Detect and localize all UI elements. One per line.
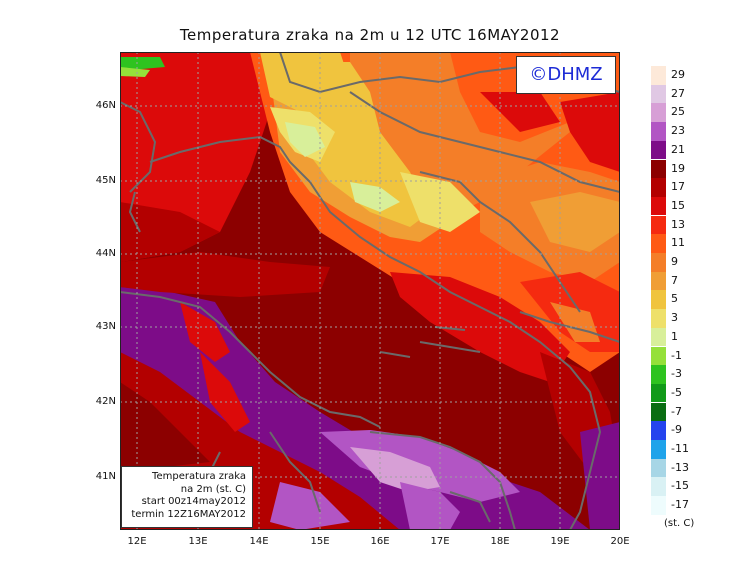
info-line: termin 12Z16MAY2012 [131, 508, 246, 520]
legend-label: 15 [671, 198, 685, 212]
legend-swatch [651, 421, 666, 440]
legend-swatch [651, 346, 666, 365]
legend-label: -17 [671, 498, 689, 512]
info-line: Temperatura zraka [152, 471, 246, 482]
legend-label: 17 [671, 180, 685, 194]
legend-label: -7 [671, 404, 682, 418]
legend-swatch [651, 440, 666, 459]
legend-swatch [651, 271, 666, 291]
legend-label: -11 [671, 442, 689, 455]
lon-label: 16E [370, 536, 390, 547]
lat-label: 42N [95, 396, 116, 407]
lat-label: 41N [95, 471, 116, 482]
legend-swatch [651, 327, 666, 347]
temperature-map [120, 52, 620, 530]
lon-label: 17E [430, 536, 450, 547]
legend-label: 21 [671, 142, 685, 156]
legend-swatch [651, 383, 666, 403]
legend-label: 5 [671, 292, 678, 306]
legend-label: -13 [671, 460, 689, 474]
lon-label: 15E [310, 536, 330, 547]
legend-swatch [651, 253, 666, 272]
legend-label: 25 [671, 105, 685, 119]
legend-swatch [651, 122, 666, 141]
lon-label: 18E [490, 536, 510, 547]
legend-swatch [651, 140, 666, 160]
lon-label: 20E [610, 536, 630, 547]
legend-label: -3 [671, 367, 682, 381]
legend-label: 19 [671, 161, 685, 175]
map-title: Temperatura zraka na 2m u 12 UTC 16MAY20… [179, 26, 561, 44]
legend-label: 29 [671, 68, 685, 81]
lat-label: 44N [95, 248, 116, 259]
legend-swatch [651, 309, 666, 328]
legend-label: 9 [671, 255, 678, 268]
legend-label: -9 [671, 423, 682, 437]
lon-label: 19E [550, 536, 570, 547]
lat-label: 45N [95, 175, 116, 186]
legend-unit: (st. C) [664, 518, 695, 529]
legend-label: 7 [671, 273, 678, 287]
legend-swatch [651, 84, 666, 104]
legend-label: 1 [671, 329, 678, 343]
legend-label: 11 [671, 236, 685, 250]
legend-swatch [651, 496, 666, 515]
legend-swatch [651, 66, 666, 85]
legend-swatch [651, 458, 666, 478]
legend-label: 3 [671, 311, 678, 325]
info-line: na 2m (st. C) [180, 483, 246, 495]
legend-swatch [651, 365, 666, 384]
legend-swatch [651, 290, 666, 309]
legend-label: -15 [671, 479, 689, 493]
graticule [120, 52, 620, 530]
legend-label: -1 [671, 348, 682, 362]
legend-swatch [651, 178, 666, 197]
legend-label: 13 [671, 217, 685, 231]
legend-swatch [651, 234, 666, 253]
legend-swatch [651, 402, 666, 422]
legend-swatch [651, 196, 666, 216]
lat-label: 46N [95, 100, 116, 111]
info-box: Temperatura zraka na 2m (st. C) start 00… [121, 466, 253, 528]
legend-label: -5 [671, 385, 682, 399]
lon-label: 14E [249, 536, 269, 547]
lon-label: 13E [188, 536, 208, 547]
lon-label: 12E [127, 536, 147, 547]
lat-label: 43N [95, 321, 116, 332]
info-line: start 00z14may2012 [141, 496, 246, 507]
legend-label: 23 [671, 124, 685, 138]
legend-swatch [651, 159, 666, 178]
legend-swatch [651, 103, 666, 122]
dhmz-copyright: ©DHMZ [516, 56, 616, 94]
legend-swatch [651, 215, 666, 235]
legend-swatch [651, 477, 666, 496]
legend-label: 27 [671, 86, 685, 100]
